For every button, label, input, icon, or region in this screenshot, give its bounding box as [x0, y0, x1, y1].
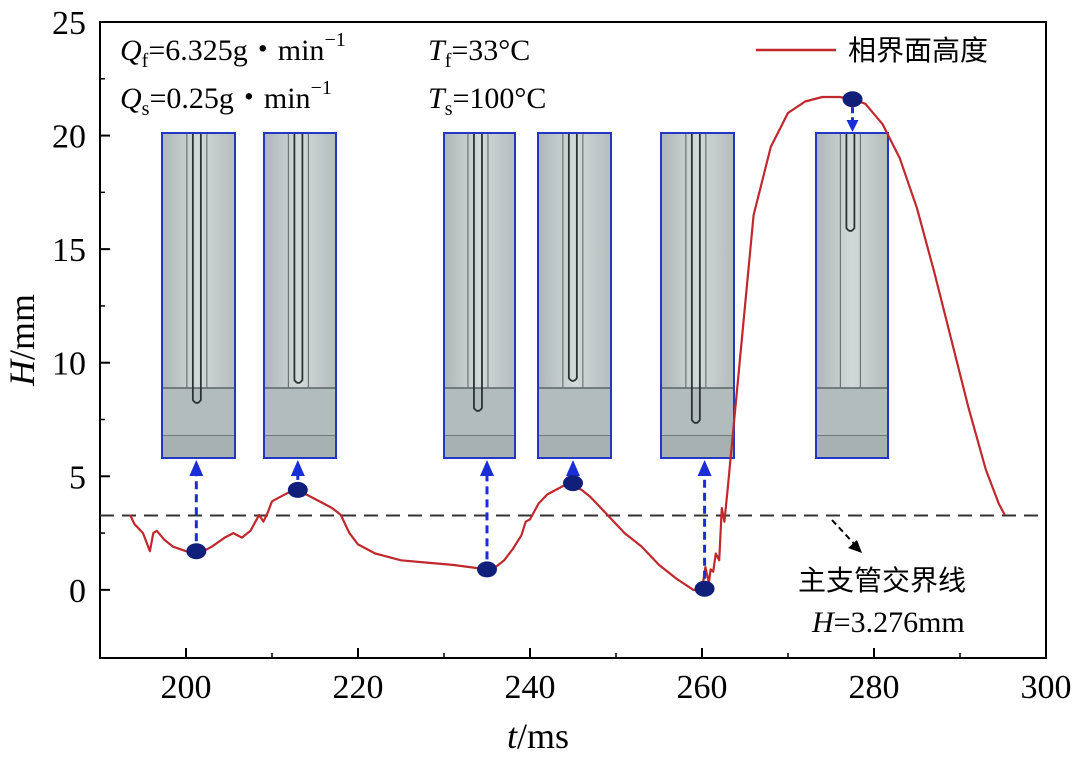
y-tick-label-20: 20 [52, 119, 86, 156]
axis-ticks: 200 220 240 260 280 300 0 5 10 15 20 25 [52, 5, 1072, 706]
y-tick-label-0: 0 [69, 573, 86, 610]
series-group [129, 95, 1006, 591]
photo-inset-2 [443, 132, 516, 459]
photo-inset-1 [263, 132, 337, 459]
annotation-qf: Qf=6.325g・min−1 [120, 29, 346, 72]
series-line-0 [129, 95, 1006, 591]
plot-frame [99, 21, 1047, 659]
x-tick-label-300: 300 [1021, 669, 1072, 706]
x-axis-label: t/ms [507, 716, 569, 756]
junction-pointer-head [848, 540, 862, 553]
x-tick-label-260: 260 [677, 669, 728, 706]
data-marker-1 [287, 460, 308, 498]
annotation-qs: Qs=0.25g・min−1 [120, 77, 332, 120]
data-marker-5 [842, 91, 863, 132]
data-marker-4 [694, 460, 715, 597]
junction-value: H=3.276mm [811, 606, 965, 639]
photo-insets [161, 132, 889, 459]
x-tick-label-220: 220 [333, 669, 384, 706]
y-axis-label: H/mm [2, 294, 42, 387]
photo-inset-4 [660, 132, 735, 459]
junction-label: 主支管交界线 [798, 564, 966, 597]
x-tick-label-200: 200 [161, 669, 212, 706]
legend-label: 相界面高度 [848, 34, 988, 67]
photo-inset-0 [161, 132, 236, 459]
y-tick-label-25: 25 [52, 5, 86, 42]
marker-group [186, 91, 863, 597]
data-marker-3 [563, 460, 583, 492]
annotation-tf: Tf=33°C [428, 34, 530, 72]
y-tick-label-15: 15 [52, 232, 86, 269]
x-tick-label-240: 240 [505, 669, 556, 706]
y-tick-label-5: 5 [69, 459, 86, 496]
photo-inset-5 [815, 132, 889, 459]
y-tick-label-10: 10 [52, 346, 86, 383]
x-tick-label-280: 280 [849, 669, 900, 706]
photo-inset-3 [537, 132, 612, 459]
data-marker-2 [477, 460, 497, 578]
annotation-ts: Ts=100°C [428, 82, 546, 120]
data-marker-0 [186, 460, 207, 560]
